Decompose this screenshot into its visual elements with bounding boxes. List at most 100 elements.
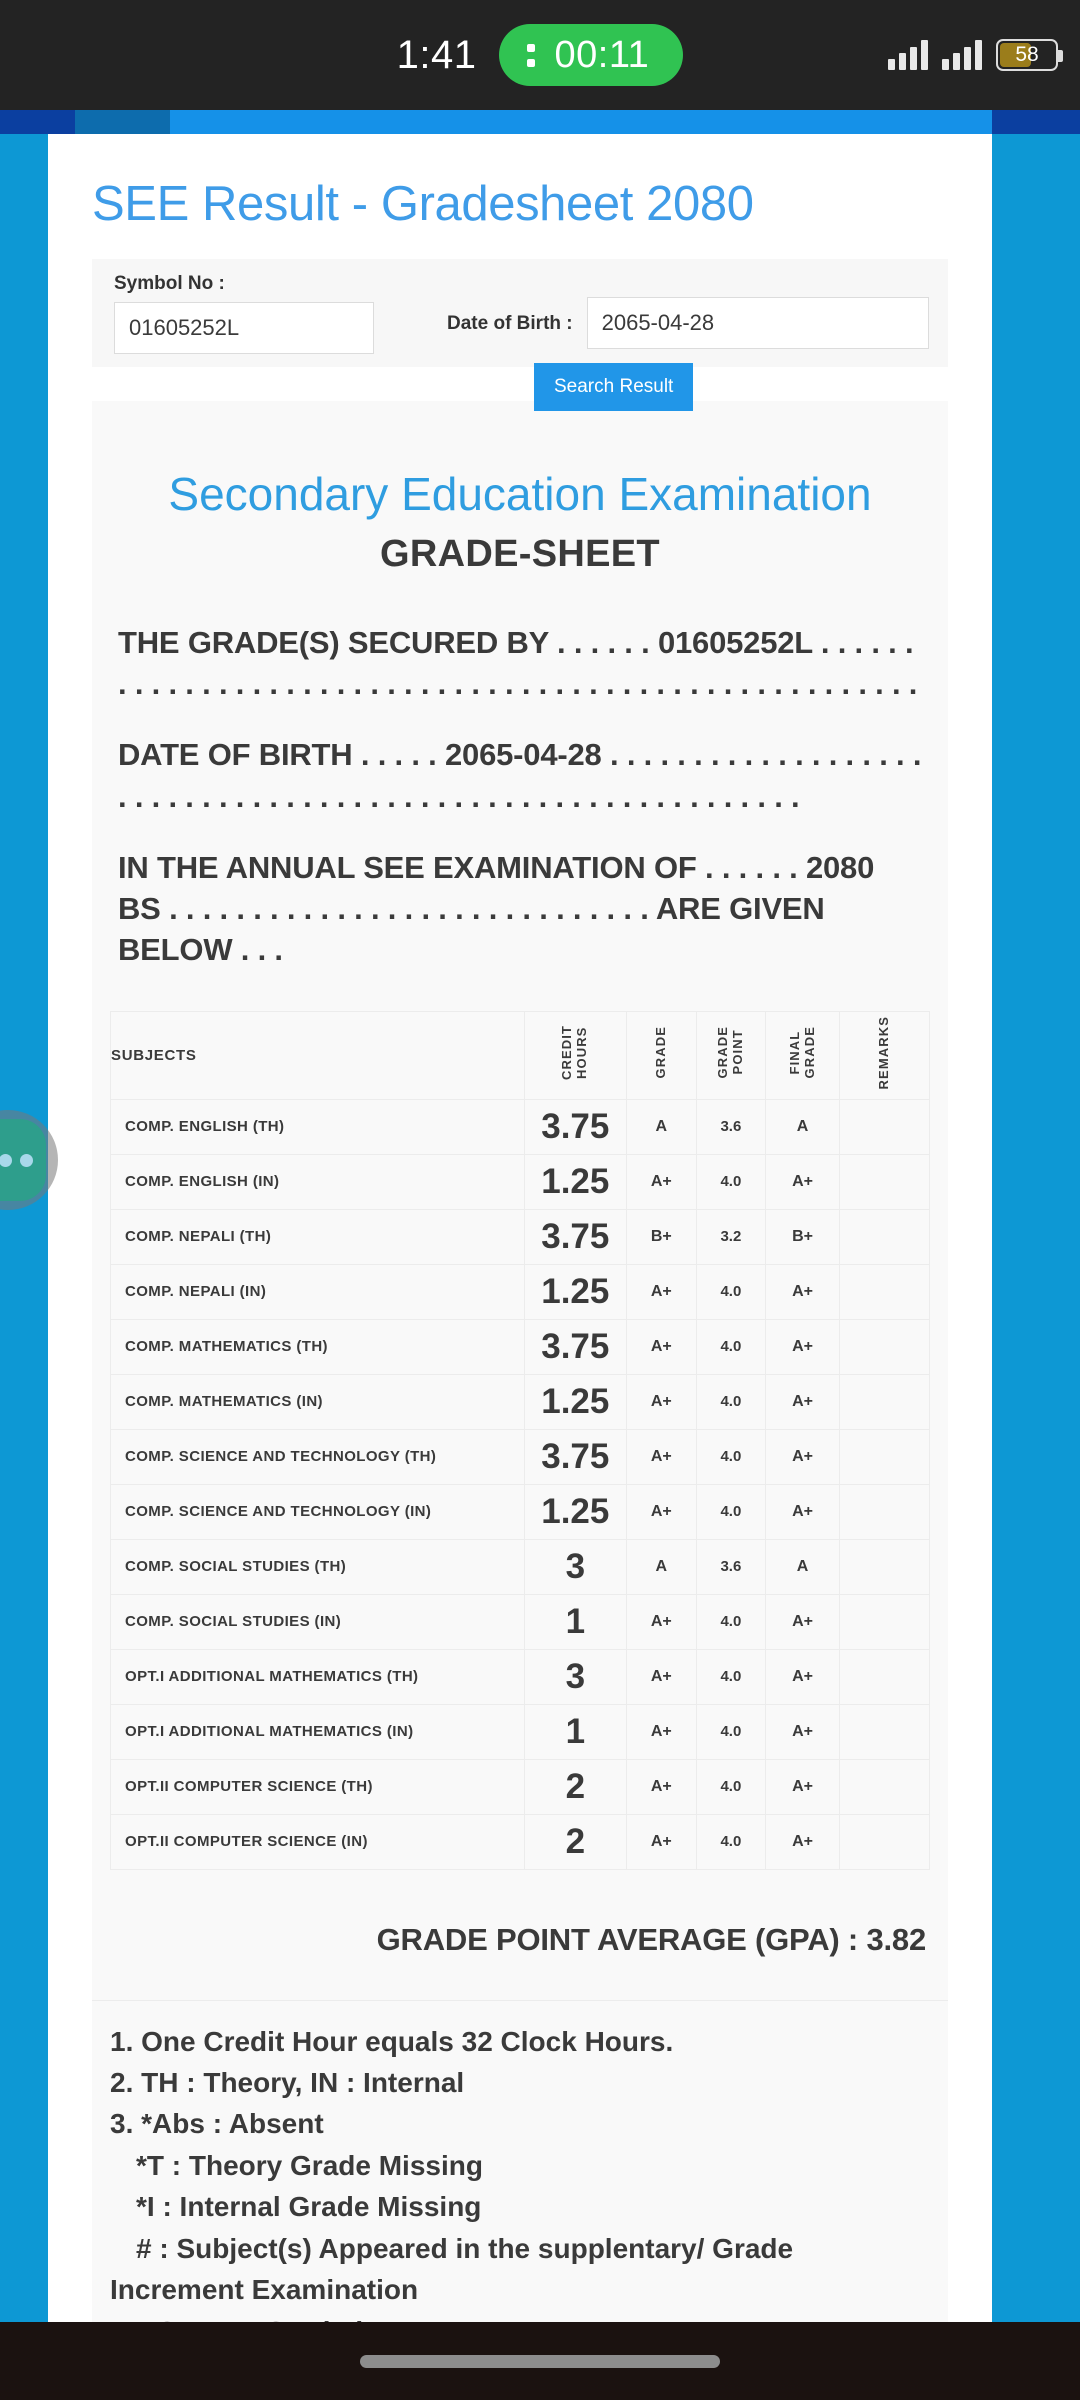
table-header-row: SUBJECTS CREDIT HOURS GRADE GRADE POINT …	[110, 1010, 931, 1100]
col-header-remarks: REMARKS	[838, 1010, 931, 1100]
col-header-credit-hours: CREDIT HOURS	[523, 1010, 627, 1100]
note-line-8: NG : Non Graded	[110, 2311, 948, 2322]
grades-table: SUBJECTS CREDIT HOURS GRADE GRADE POINT …	[110, 1010, 931, 1870]
col-header-grade: GRADE	[625, 1010, 697, 1100]
remarks-cell	[838, 1373, 931, 1430]
subject-cell: OPT.II COMPUTER SCIENCE (IN)	[110, 1813, 525, 1870]
credit-hours-cell: 3.75	[523, 1098, 627, 1155]
table-row: COMP. MATHEMATICS (TH) 3.75 A+ 4.0 A+	[110, 1318, 931, 1375]
table-row: COMP. SCIENCE AND TECHNOLOGY (IN) 1.25 A+ 4…	[110, 1483, 931, 1540]
col-header-grade-point: GRADE POINT	[695, 1010, 767, 1100]
subject-cell: COMP. SOCIAL STUDIES (TH)	[110, 1538, 525, 1595]
vertical-dots-icon	[526, 43, 535, 67]
credit-hours-cell: 1.25	[523, 1263, 627, 1320]
grade-cell: A+	[625, 1373, 697, 1430]
table-row: COMP. SOCIAL STUDIES (TH) 3 A 3.6 A	[110, 1538, 931, 1595]
remarks-cell	[838, 1098, 931, 1155]
subject-cell: OPT.I ADDITIONAL MATHEMATICS (IN)	[110, 1703, 525, 1760]
timer-pill[interactable]: 00:11	[498, 24, 684, 86]
grade-cell: A	[625, 1538, 697, 1595]
grade-point-cell: 4.0	[695, 1703, 767, 1760]
subject-cell: COMP. MATHEMATICS (TH)	[110, 1318, 525, 1375]
table-row: COMP. ENGLISH (IN) 1.25 A+ 4.0 A+	[110, 1153, 931, 1210]
grade-cell: A+	[625, 1153, 697, 1210]
subject-cell: COMP. SOCIAL STUDIES (IN)	[110, 1593, 525, 1650]
grade-cell: A+	[625, 1813, 697, 1870]
remarks-cell	[838, 1703, 931, 1760]
battery-percent-label: 58	[1015, 43, 1039, 66]
right-blue-rail	[992, 134, 1080, 2322]
grade-point-cell: 3.2	[695, 1208, 767, 1265]
credit-hours-cell: 3	[523, 1538, 627, 1595]
final-grade-cell: A+	[765, 1483, 840, 1540]
grade-point-cell: 3.6	[695, 1538, 767, 1595]
gradesheet-card: Secondary Education Examination GRADE-SH…	[92, 401, 948, 2322]
three-dots-icon	[0, 1119, 46, 1201]
grade-cell: A+	[625, 1703, 697, 1760]
grade-cell: A	[625, 1098, 697, 1155]
grade-point-cell: 3.6	[695, 1098, 767, 1155]
grade-cell: A+	[625, 1593, 697, 1650]
subject-cell: COMP. NEPALI (TH)	[110, 1208, 525, 1265]
signal-bars-icon-sim1	[888, 40, 928, 70]
final-grade-cell: A+	[765, 1758, 840, 1815]
grade-point-cell: 4.0	[695, 1758, 767, 1815]
grade-point-cell: 4.0	[695, 1318, 767, 1375]
remarks-cell	[838, 1428, 931, 1485]
remarks-cell	[838, 1648, 931, 1705]
subject-cell: COMP. ENGLISH (IN)	[110, 1153, 525, 1210]
grade-point-cell: 4.0	[695, 1483, 767, 1540]
credit-hours-cell: 2	[523, 1813, 627, 1870]
symbol-no-input[interactable]: 01605252L	[114, 302, 374, 354]
final-grade-cell: A	[765, 1538, 840, 1595]
grade-point-cell: 4.0	[695, 1648, 767, 1705]
left-blue-rail	[0, 134, 48, 2322]
table-row: COMP. NEPALI (IN) 1.25 A+ 4.0 A+	[110, 1263, 931, 1320]
symbol-no-label: Symbol No :	[114, 273, 225, 294]
status-bar-right: 58	[888, 0, 1063, 110]
grade-point-cell: 4.0	[695, 1153, 767, 1210]
android-navigation-bar	[0, 2322, 1080, 2400]
grade-cell: A+	[625, 1758, 697, 1815]
table-row: COMP. SOCIAL STUDIES (IN) 1 A+ 4.0 A+	[110, 1593, 931, 1650]
subject-cell: COMP. ENGLISH (TH)	[110, 1098, 525, 1155]
subject-cell: COMP. SCIENCE AND TECHNOLOGY (IN)	[110, 1483, 525, 1540]
final-grade-cell: A	[765, 1098, 840, 1155]
note-line-1: 1. One Credit Hour equals 32 Clock Hours…	[110, 2025, 674, 2057]
browser-viewport: SEE Result - Gradesheet 2080 Symbol No :…	[0, 110, 1080, 2322]
top-strip-mid	[75, 110, 170, 134]
home-indicator[interactable]	[360, 2354, 720, 2368]
table-row: OPT.I ADDITIONAL MATHEMATICS (IN) 1 A+ 4.0 A…	[110, 1703, 931, 1760]
credit-hours-cell: 3.75	[523, 1208, 627, 1265]
grade-point-cell: 4.0	[695, 1813, 767, 1870]
credit-hours-cell: 2	[523, 1758, 627, 1815]
exam-heading: Secondary Education Examination	[168, 468, 872, 520]
grade-cell: A+	[625, 1483, 697, 1540]
table-row: OPT.II COMPUTER SCIENCE (TH) 2 A+ 4.0 A+	[110, 1758, 931, 1815]
final-grade-cell: A+	[765, 1593, 840, 1650]
grade-cell: A+	[625, 1428, 697, 1485]
credit-hours-cell: 1.25	[523, 1373, 627, 1430]
timer-value: 00:11	[554, 33, 650, 76]
symbol-no-field-group: Symbol No : 01605252L	[114, 273, 424, 354]
subject-cell: OPT.II COMPUTER SCIENCE (TH)	[110, 1758, 525, 1815]
grade-cell: A+	[625, 1318, 697, 1375]
subject-cell: COMP. NEPALI (IN)	[110, 1263, 525, 1320]
col-header-final-grade: FINAL GRADE	[765, 1010, 840, 1100]
note-line-4: *T : Theory Grade Missing	[136, 2149, 483, 2181]
grade-point-cell: 4.0	[695, 1428, 767, 1485]
remarks-cell	[838, 1538, 931, 1595]
grade-point-cell: 4.0	[695, 1373, 767, 1430]
declaration-date-of-birth: DATE OF BIRTH . . . . . 2065-04-28 . . .…	[118, 737, 922, 814]
status-bar: 1:41 00:11 58	[0, 0, 1080, 110]
dob-field-group: Date of Birth : 2065-04-28	[447, 297, 929, 349]
page-content: SEE Result - Gradesheet 2080 Symbol No :…	[48, 134, 992, 2322]
grade-point-cell: 4.0	[695, 1593, 767, 1650]
remarks-cell	[838, 1208, 931, 1265]
note-line-3: 3. *Abs : Absent	[110, 2108, 324, 2140]
credit-hours-cell: 1.25	[523, 1153, 627, 1210]
final-grade-cell: A+	[765, 1318, 840, 1375]
dob-input[interactable]: 2065-04-28	[586, 297, 929, 349]
table-row: COMP. ENGLISH (TH) 3.75 A 3.6 A	[110, 1098, 931, 1155]
search-result-button[interactable]: Search Result	[534, 363, 694, 411]
